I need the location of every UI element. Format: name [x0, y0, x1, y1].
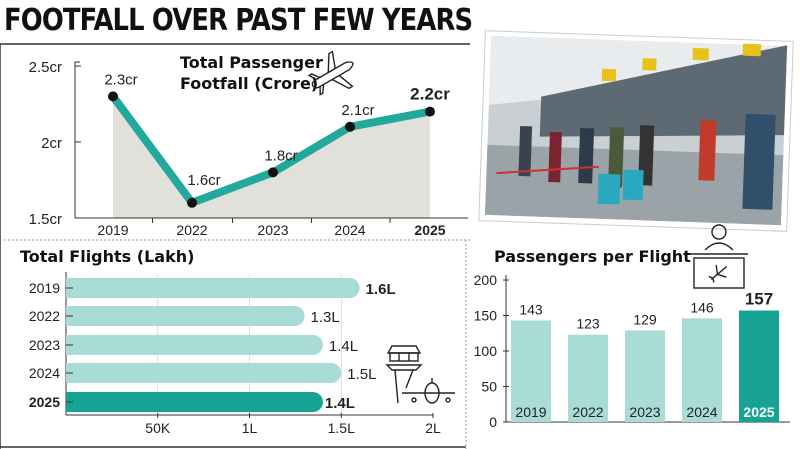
bar	[66, 392, 323, 412]
x-tick-label: 2025	[743, 404, 774, 420]
y-tick-label: 2022	[29, 308, 60, 324]
chart-title: Footfall (Crore)	[180, 74, 318, 93]
bar	[682, 318, 722, 422]
data-label: 143	[519, 301, 543, 317]
data-label: 1.6L	[366, 281, 396, 298]
bar	[66, 306, 305, 326]
x-tick-label: 2019	[97, 222, 128, 238]
data-label: 157	[745, 290, 773, 309]
bar	[511, 320, 551, 422]
y-tick-label: 2cr	[41, 135, 62, 152]
control-tower-icon	[385, 345, 455, 404]
data-label: 1.4L	[325, 395, 355, 412]
bar	[66, 278, 360, 298]
data-point	[268, 167, 278, 178]
y-tick-label: 1.5cr	[29, 211, 62, 228]
y-tick-label: 2019	[29, 280, 60, 296]
chart-title: Passengers per Flight	[494, 247, 691, 266]
bar	[739, 310, 779, 422]
total-flights-bar-chart: Total Flights (Lakh) 50K 1L 1.5L 2L 2019 1.6L 2…	[20, 247, 441, 436]
y-tick-label: 100	[474, 343, 498, 359]
x-tick-label: 2025	[414, 222, 445, 238]
y-tick-label: 2025	[29, 394, 60, 410]
x-tick-label: 2024	[334, 222, 365, 238]
passengers-per-flight-bar-chart: Passengers per Flight 0 50 100 150 200 2019 143…	[474, 247, 790, 430]
y-tick-label: 0	[489, 414, 497, 430]
y-tick-label: 2024	[29, 365, 60, 381]
x-tick-label: 2023	[629, 404, 660, 420]
data-label: 1.6cr	[187, 172, 220, 189]
data-label: 1.5L	[347, 366, 376, 383]
data-label: 2.3cr	[104, 71, 137, 88]
bar	[66, 335, 323, 355]
x-tick-label: 1L	[242, 420, 258, 436]
x-tick-label: 2022	[176, 222, 207, 238]
data-point	[425, 106, 435, 117]
data-point	[108, 91, 118, 102]
x-tick-label: 2L	[425, 420, 441, 436]
passenger-footfall-line-chart: Total Passenger Footfall (Crore) 2.5cr 2cr 1…	[29, 53, 468, 238]
y-tick-label: 2.5cr	[29, 59, 62, 76]
airplane-icon	[307, 50, 354, 96]
data-label: 1.4L	[329, 338, 358, 355]
chart-title: Total Passenger	[180, 53, 323, 72]
x-tick-label: 1.5L	[328, 420, 355, 436]
bar	[66, 363, 342, 383]
data-label: 129	[633, 311, 657, 327]
y-tick-label: 150	[474, 308, 498, 324]
x-tick-label: 2022	[572, 404, 603, 420]
data-label: 1.8cr	[264, 147, 297, 164]
y-tick-label: 50	[481, 379, 497, 395]
data-label: 123	[576, 316, 600, 332]
airport-check-in-counter-photo	[478, 30, 794, 232]
y-tick-label: 200	[474, 272, 498, 288]
data-label: 146	[690, 299, 714, 315]
bar	[568, 334, 608, 422]
data-point	[187, 197, 197, 208]
x-tick-label: 50K	[145, 420, 171, 436]
headline: FOOTFALL OVER PAST FEW YEARS	[4, 3, 473, 38]
y-tick-label: 2023	[29, 337, 60, 353]
airport-desk-icon	[690, 224, 748, 289]
x-tick-label: 2023	[257, 222, 288, 238]
data-label: 1.3L	[311, 309, 340, 326]
bar	[625, 330, 665, 422]
y-axis	[74, 61, 80, 218]
x-tick-label: 2024	[686, 404, 717, 420]
data-label: 2.1cr	[341, 102, 374, 119]
data-point	[345, 121, 355, 132]
chart-title: Total Flights (Lakh)	[20, 247, 194, 266]
x-tick-label: 2019	[515, 404, 546, 420]
data-label: 2.2cr	[410, 85, 450, 104]
